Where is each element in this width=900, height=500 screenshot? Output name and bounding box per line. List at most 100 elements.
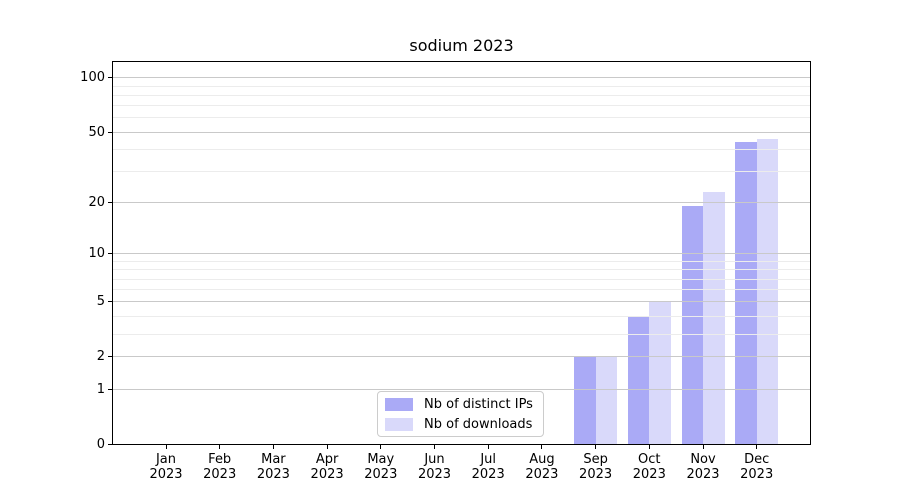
x-tick-label: May 2023: [346, 452, 416, 482]
minor-gridline: [113, 278, 810, 280]
major-gridline: [113, 131, 810, 133]
x-tick-mark: [380, 445, 382, 449]
x-tick-month: Jan: [155, 452, 177, 467]
legend-label-distinct-ips: Nb of distinct IPs: [424, 396, 533, 412]
x-tick-label: Jun 2023: [400, 452, 470, 482]
x-tick-year: 2023: [579, 467, 613, 482]
y-tick-label: 10: [88, 246, 105, 262]
x-tick-mark: [272, 445, 274, 449]
y-tick-mark: [108, 388, 112, 390]
x-tick-year: 2023: [417, 467, 452, 482]
x-tick-month: Sep: [583, 452, 608, 467]
y-tick-label: 20: [88, 194, 105, 210]
x-tick-label: Nov 2023: [668, 452, 738, 482]
minor-gridline: [113, 260, 810, 262]
x-tick-month: May: [367, 452, 395, 467]
minor-gridline: [113, 148, 810, 150]
minor-gridline: [113, 105, 810, 107]
x-tick-month: Jul: [480, 452, 497, 467]
minor-gridline: [113, 289, 810, 291]
x-tick-month: Oct: [638, 452, 661, 467]
x-tick-mark: [434, 445, 435, 449]
x-tick-mark: [648, 445, 650, 449]
x-tick-label: Apr 2023: [292, 452, 362, 482]
y-tick-label: 1: [96, 381, 105, 397]
x-tick-mark: [702, 445, 704, 449]
x-tick-month: Jun: [424, 452, 445, 467]
y-tick-mark: [108, 356, 112, 358]
bar-nov-distinct-ips: [681, 206, 703, 444]
x-tick-year: 2023: [256, 467, 290, 482]
x-tick-year: 2023: [740, 467, 774, 482]
x-tick-mark: [326, 445, 328, 449]
y-tick-label: 100: [80, 70, 105, 86]
minor-gridline: [113, 85, 810, 87]
y-tick-label: 50: [88, 124, 105, 140]
x-tick-month: Feb: [208, 452, 232, 467]
bar-dec-downloads: [756, 138, 779, 444]
minor-gridline: [113, 171, 810, 173]
x-tick-year: 2023: [310, 467, 344, 482]
x-tick-label: Feb 2023: [185, 452, 255, 482]
x-tick-month: Dec: [744, 452, 770, 467]
x-tick-mark: [219, 445, 221, 449]
y-tick-mark: [108, 301, 112, 303]
legend-swatch-distinct-ips: [385, 397, 413, 411]
x-tick-label: Aug 2023: [507, 452, 577, 482]
x-tick-year: 2023: [149, 467, 183, 482]
legend-item-downloads: Nb of downloads: [385, 417, 543, 432]
bar-oct-distinct-ips: [627, 316, 650, 444]
x-tick-label: Dec 2023: [722, 452, 792, 482]
legend-label-downloads: Nb of downloads: [424, 416, 533, 432]
x-tick-year: 2023: [686, 467, 720, 482]
legend-swatch-downloads: [385, 417, 413, 431]
x-tick-month: Mar: [261, 452, 286, 467]
x-tick-label: Mar 2023: [238, 452, 308, 482]
bar-nov-downloads: [703, 191, 725, 444]
bar-sep-downloads: [595, 356, 618, 444]
minor-gridline: [113, 117, 810, 119]
minor-gridline: [113, 333, 810, 335]
legend: Nb of distinct IPs Nb of downloads: [377, 391, 544, 437]
x-tick-label: Jul 2023: [453, 452, 523, 482]
y-tick-label: 2: [96, 349, 105, 365]
bar-sep-distinct-ips: [574, 356, 596, 444]
x-tick-mark: [756, 445, 758, 449]
x-tick-label: Oct 2023: [614, 452, 684, 482]
x-tick-year: 2023: [632, 467, 666, 482]
major-gridline: [113, 77, 810, 79]
major-gridline: [113, 201, 810, 203]
y-tick-mark: [108, 77, 112, 79]
x-tick-month: Apr: [315, 452, 339, 467]
major-gridline: [113, 253, 810, 255]
plot-area: Nb of distinct IPs Nb of downloads: [112, 61, 811, 445]
minor-gridline: [113, 269, 810, 271]
y-tick-mark: [108, 443, 112, 445]
y-tick-mark: [108, 131, 112, 133]
x-tick-month: Aug: [529, 452, 555, 467]
major-gridline: [113, 356, 810, 358]
major-gridline: [113, 301, 810, 303]
legend-item-distinct-ips: Nb of distinct IPs: [385, 397, 543, 412]
bar-dec-distinct-ips: [735, 141, 757, 444]
x-tick-mark: [487, 445, 489, 449]
x-tick-label: Sep 2023: [561, 452, 631, 482]
x-tick-year: 2023: [364, 467, 398, 482]
x-tick-label: Jan 2023: [131, 452, 201, 482]
x-tick-mark: [165, 445, 167, 449]
major-gridline: [113, 388, 810, 390]
bar-oct-downloads: [649, 301, 671, 444]
y-tick-label: 5: [96, 294, 105, 310]
x-tick-year: 2023: [203, 467, 237, 482]
x-tick-mark: [541, 445, 543, 449]
minor-gridline: [113, 94, 810, 96]
x-tick-month: Nov: [690, 452, 716, 467]
y-tick-mark: [108, 253, 112, 255]
x-tick-year: 2023: [471, 467, 505, 482]
x-tick-mark: [595, 445, 597, 449]
x-tick-year: 2023: [525, 467, 559, 482]
minor-gridline: [113, 315, 810, 317]
y-tick-mark: [108, 201, 112, 203]
y-tick-label: 0: [96, 436, 105, 452]
